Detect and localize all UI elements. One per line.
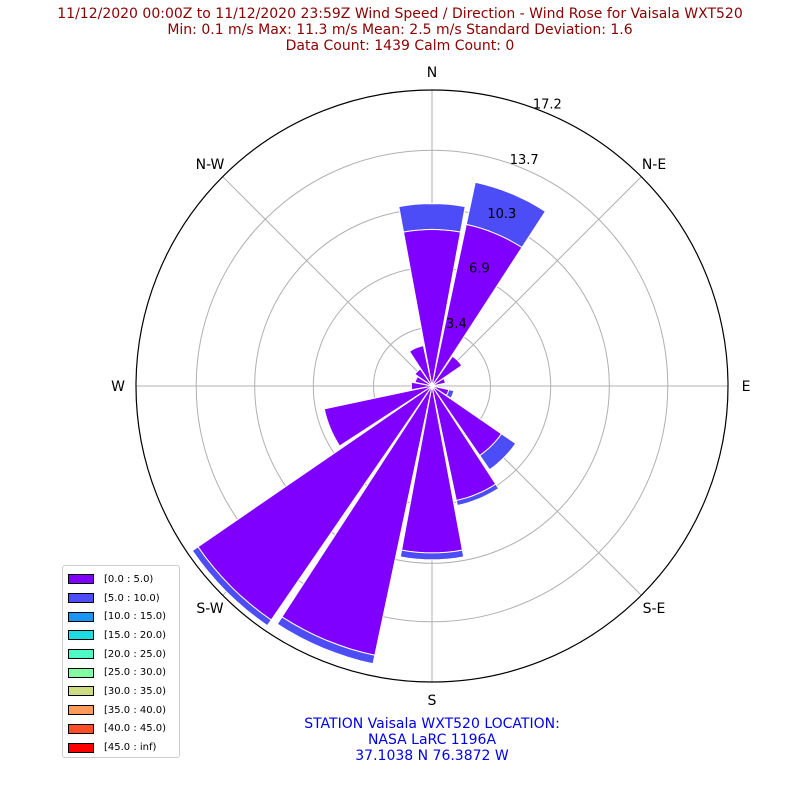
station-line-2: NASA LaRC 1196A bbox=[367, 732, 497, 748]
wind-bar-segment bbox=[431, 355, 463, 387]
wind-bar-segment bbox=[455, 483, 500, 507]
legend-swatch bbox=[68, 705, 94, 716]
legend-entry: [25.0 : 30.0) bbox=[68, 663, 179, 682]
legend-label: [35.0 : 40.0) bbox=[104, 704, 167, 716]
legend-swatch bbox=[68, 686, 94, 697]
station-info: STATION Vaisala WXT520 LOCATION: NASA La… bbox=[232, 716, 632, 764]
outer-ring bbox=[135, 89, 729, 683]
legend-swatch bbox=[68, 723, 94, 734]
radial-tick-label: 6.9 bbox=[469, 261, 490, 276]
legend-label: [5.0 : 10.0) bbox=[104, 592, 160, 604]
legend-swatch bbox=[68, 667, 94, 678]
legend-swatch bbox=[68, 742, 94, 753]
grid-ring bbox=[195, 149, 669, 623]
wind-bar-segment bbox=[408, 345, 433, 387]
grid-spoke bbox=[222, 176, 433, 387]
legend-label: [10.0 : 15.0) bbox=[104, 611, 167, 623]
legend-swatch bbox=[68, 630, 94, 641]
compass-label: S-W bbox=[196, 601, 223, 617]
legend-label: [20.0 : 25.0) bbox=[104, 648, 167, 660]
title-line-2: Min: 0.1 m/s Max: 11.3 m/s Mean: 2.5 m/s… bbox=[167, 22, 633, 38]
wind-bar-segment bbox=[399, 549, 465, 561]
radial-tick-label: 13.7 bbox=[510, 153, 539, 168]
legend-label: [40.0 : 45.0) bbox=[104, 723, 167, 735]
wind-bar-segment bbox=[323, 385, 433, 447]
legend-entry: [10.0 : 15.0) bbox=[68, 607, 179, 626]
compass-label: N-E bbox=[642, 157, 666, 173]
radial-tick-label: 17.2 bbox=[533, 98, 562, 113]
wind-bar-segment bbox=[465, 181, 547, 249]
legend-entry: [20.0 : 25.0) bbox=[68, 645, 179, 664]
wind-bar-segment bbox=[479, 433, 517, 471]
station-line-1: STATION Vaisala WXT520 LOCATION: bbox=[304, 716, 560, 732]
compass-label: S bbox=[428, 693, 437, 709]
station-line-3: 37.1038 N 76.3872 W bbox=[355, 748, 509, 764]
wind-bar-segment bbox=[276, 616, 376, 665]
legend-label: [30.0 : 35.0) bbox=[104, 685, 167, 697]
legend-entry: [15.0 : 20.0) bbox=[68, 626, 179, 645]
radial-tick-label: 10.3 bbox=[487, 207, 516, 222]
legend-entry: [0.0 : 5.0) bbox=[68, 570, 179, 589]
wind-bar-segment bbox=[431, 377, 447, 387]
wind-bar-segment bbox=[191, 546, 272, 627]
wind-bar-segment bbox=[398, 203, 466, 233]
compass-label: N bbox=[427, 65, 437, 81]
compass-label: W bbox=[111, 379, 125, 395]
legend-label: [0.0 : 5.0) bbox=[104, 573, 154, 585]
legend-entry: [40.0 : 45.0) bbox=[68, 720, 179, 739]
compass-labels: N N-E E S-E S S-W W N-W bbox=[111, 65, 750, 709]
title-line-1: 11/12/2020 00:00Z to 11/12/2020 23:59Z W… bbox=[57, 6, 743, 22]
legend-swatch bbox=[68, 574, 94, 585]
legend-label: [15.0 : 20.0) bbox=[104, 629, 167, 641]
legend-entry: [35.0 : 40.0) bbox=[68, 701, 179, 720]
grid-spoke bbox=[431, 176, 642, 387]
chart-title: 11/12/2020 00:00Z to 11/12/2020 23:59Z W… bbox=[0, 6, 800, 54]
radial-tick-labels: 3.4 6.9 10.3 13.7 17.2 bbox=[446, 98, 562, 332]
compass-label: S-E bbox=[643, 601, 666, 617]
wind-rose-bars bbox=[191, 181, 547, 665]
legend-entry: [5.0 : 10.0) bbox=[68, 589, 179, 608]
legend-label: [25.0 : 30.0) bbox=[104, 667, 167, 679]
legend: [0.0 : 5.0) [5.0 : 10.0) [10.0 : 15.0) [15.… bbox=[62, 565, 180, 758]
legend-entry: [45.0 : inf) bbox=[68, 738, 179, 757]
legend-swatch bbox=[68, 611, 94, 622]
legend-label: [45.0 : inf) bbox=[104, 742, 157, 754]
compass-label: E bbox=[742, 379, 751, 395]
radial-tick-label: 3.4 bbox=[446, 317, 467, 332]
legend-entry: [30.0 : 35.0) bbox=[68, 682, 179, 701]
compass-label: N-W bbox=[196, 157, 225, 173]
title-line-3: Data Count: 1439 Calm Count: 0 bbox=[285, 38, 515, 54]
legend-swatch bbox=[68, 649, 94, 660]
legend-swatch bbox=[68, 593, 94, 604]
